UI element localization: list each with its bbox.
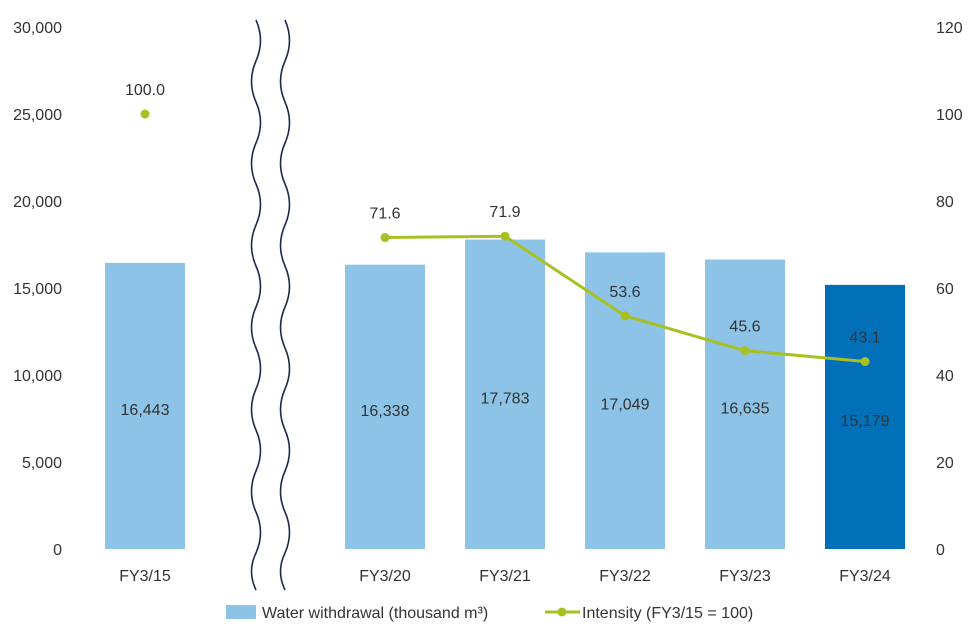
bar-series [105, 239, 905, 549]
x-tick-label: FY3/24 [839, 568, 891, 585]
legend: Water withdrawal (thousand m³) Intensity… [226, 605, 753, 622]
right-tick-label: 0 [936, 542, 945, 559]
legend-line-label: Intensity (FY3/15 = 100) [582, 605, 753, 622]
left-tick-label: 0 [53, 542, 62, 559]
left-tick-label: 10,000 [13, 368, 62, 385]
line-value-label: 45.6 [729, 319, 760, 336]
right-tick-label: 60 [936, 281, 954, 298]
left-axis: 0 5,000 10,000 15,000 20,000 25,000 30,000 [13, 20, 62, 559]
line-point [380, 233, 390, 243]
legend-bar-label: Water withdrawal (thousand m³) [262, 605, 488, 622]
line-value-label: 71.6 [369, 206, 400, 223]
right-tick-label: 100 [936, 107, 963, 124]
line-point [740, 346, 750, 356]
right-tick-label: 20 [936, 455, 954, 472]
bar-value-label: 17,049 [601, 397, 650, 414]
left-tick-label: 20,000 [13, 194, 62, 211]
bar-value-label: 17,783 [481, 390, 530, 407]
line-point [500, 231, 510, 241]
left-tick-label: 25,000 [13, 107, 62, 124]
x-tick-label: FY3/21 [479, 568, 531, 585]
bar [705, 259, 785, 549]
bar [345, 264, 425, 549]
line-series [140, 109, 870, 367]
bar [105, 262, 185, 549]
x-tick-label: FY3/23 [719, 568, 771, 585]
bar-value-label: 15,179 [841, 413, 890, 430]
x-tick-label: FY3/15 [119, 568, 171, 585]
bar [465, 239, 545, 549]
line-point [140, 109, 150, 119]
x-tick-label: FY3/22 [599, 568, 651, 585]
legend-line-marker [557, 607, 567, 617]
bar [825, 284, 905, 549]
x-axis: FY3/15 FY3/20 FY3/21 FY3/22 FY3/23 FY3/24 [119, 568, 891, 585]
x-tick-label: FY3/20 [359, 568, 411, 585]
break-wave [279, 19, 291, 591]
bar [585, 252, 665, 549]
bar-data-labels: 16,443 16,338 17,783 17,049 16,635 15,179 [121, 390, 890, 430]
right-tick-label: 120 [936, 20, 963, 37]
right-tick-label: 40 [936, 368, 954, 385]
line-value-label: 71.9 [489, 204, 520, 221]
line-value-label: 53.6 [609, 284, 640, 301]
bar-value-label: 16,443 [121, 402, 170, 419]
line-value-label: 100.0 [125, 82, 165, 99]
bar-value-label: 16,338 [361, 403, 410, 420]
break-wave [250, 19, 262, 591]
line-point [620, 311, 630, 321]
bar-value-label: 16,635 [721, 400, 770, 417]
left-tick-label: 30,000 [13, 20, 62, 37]
line-point [860, 357, 870, 367]
legend-bar-swatch [226, 605, 256, 619]
right-axis: 0 20 40 60 80 100 120 [936, 20, 963, 559]
line-data-labels: 100.0 71.6 71.9 53.6 45.6 43.1 [125, 82, 881, 347]
right-tick-label: 80 [936, 194, 954, 211]
left-tick-label: 5,000 [22, 455, 62, 472]
line-value-label: 43.1 [849, 330, 880, 347]
axis-break [250, 19, 291, 591]
left-tick-label: 15,000 [13, 281, 62, 298]
